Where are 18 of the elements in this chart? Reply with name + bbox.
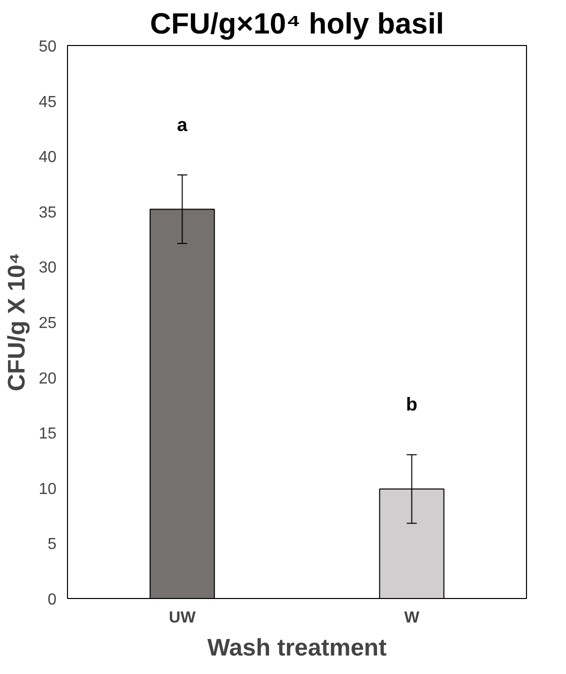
y-tick-label: 40 <box>38 149 57 166</box>
chart-title: CFU/g×10⁴ holy basil <box>150 8 444 40</box>
y-tick-label: 45 <box>38 94 57 111</box>
y-tick-label: 25 <box>38 315 57 332</box>
y-tick-label: 30 <box>38 260 57 277</box>
x-tick-label: W <box>404 610 420 626</box>
annotation: a <box>177 114 188 135</box>
annotation: b <box>406 394 418 415</box>
y-tick-label: 5 <box>48 536 57 554</box>
x-axis-title: Wash treatment <box>207 634 387 662</box>
y-tick-label: 15 <box>38 426 57 443</box>
y-tick-label: 50 <box>38 38 57 56</box>
y-tick-label: 20 <box>38 370 57 388</box>
y-tick-label: 0 <box>48 592 57 608</box>
y-tick-label: 35 <box>38 204 57 222</box>
x-tick-label: UW <box>168 610 196 626</box>
y-tick-label: 10 <box>38 480 57 498</box>
y-axis-title: CFU/g X 10⁴ <box>4 252 31 392</box>
